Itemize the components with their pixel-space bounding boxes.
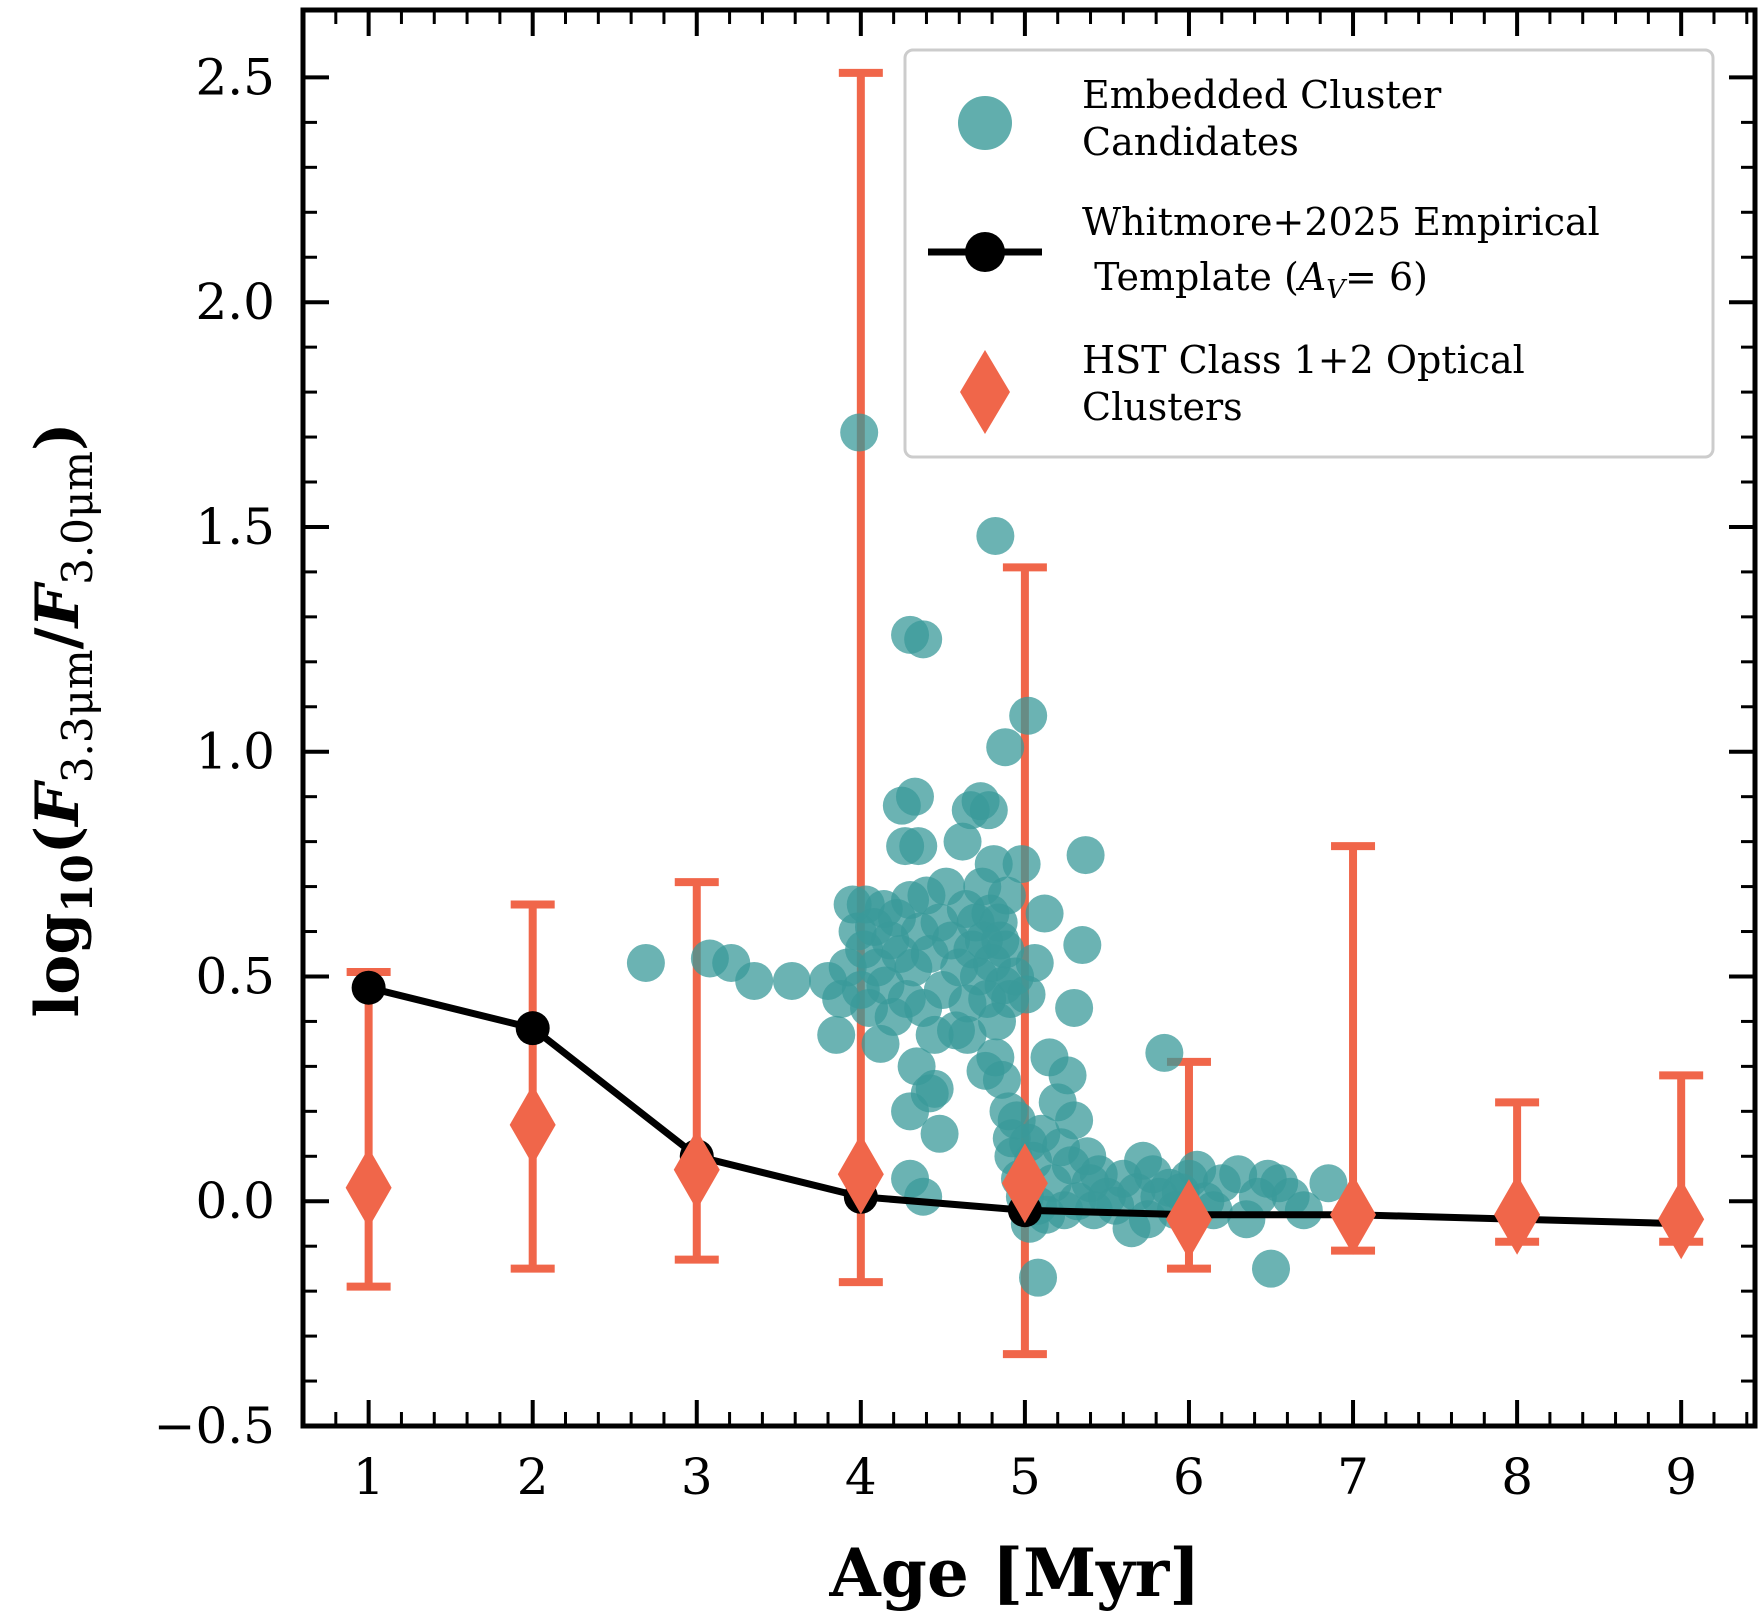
embedded-cluster-point: [1309, 1164, 1348, 1203]
embedded-cluster-point: [1055, 988, 1094, 1027]
y-label-num-base: F: [23, 779, 93, 828]
y-label-log-sub: 10: [53, 854, 102, 912]
legend-box: [903, 48, 1715, 459]
y-tick-label: 0.5: [195, 947, 275, 1005]
embedded-scatter-group: [626, 413, 1348, 1297]
x-tick-label: 6: [1173, 1448, 1205, 1506]
y-label-close-paren: ): [23, 423, 93, 451]
legend-embedded-line2: Candidates: [1082, 120, 1299, 164]
embedded-cluster-point: [1015, 943, 1054, 982]
y-tick-label: 2.5: [195, 48, 275, 106]
embedded-cluster-point: [1025, 894, 1064, 933]
embedded-cluster-point: [1145, 1033, 1184, 1072]
hst-diamond-point: [509, 1084, 556, 1165]
x-axis-label: Age [Myr]: [829, 1534, 1201, 1612]
template-point: [351, 970, 386, 1005]
embedded-cluster-point: [904, 1177, 943, 1216]
embedded-cluster-point: [1252, 1249, 1290, 1288]
hst-diamond-point: [673, 1129, 720, 1210]
embedded-cluster-point: [899, 827, 938, 866]
hst-diamond-point: [1330, 1174, 1377, 1255]
embedded-cluster-point: [1284, 1191, 1323, 1230]
x-tick-label: 9: [1665, 1448, 1697, 1506]
hst-diamond-point: [1494, 1174, 1541, 1255]
embedded-cluster-point: [986, 728, 1025, 767]
svg-text:log10(F3.3μm/F3.0μm): log10(F3.3μm/F3.0μm): [23, 423, 102, 1018]
x-tick-label: 8: [1501, 1448, 1533, 1506]
legend-hst-line1: HST Class 1+2 Optical: [1082, 338, 1525, 382]
embedded-cluster-point: [1007, 975, 1046, 1014]
embedded-cluster-point: [910, 1074, 949, 1113]
y-tick-label: 1.5: [195, 498, 275, 556]
embedded-cluster-point: [1002, 845, 1041, 884]
embedded-cluster-point: [974, 845, 1013, 884]
embedded-cluster-point: [1063, 926, 1102, 965]
embedded-cluster-point: [948, 1015, 987, 1054]
embedded-cluster-point: [1019, 1258, 1058, 1297]
x-tick-label: 1: [353, 1448, 385, 1506]
x-tick-label: 7: [1337, 1448, 1369, 1506]
x-tick-label: 5: [1009, 1448, 1041, 1506]
hst-diamond-point: [345, 1147, 392, 1228]
y-label-den-base: F: [23, 580, 93, 629]
legend-template-av-sub: V: [1326, 275, 1347, 305]
legend-embedded-line1: Embedded Cluster: [1082, 73, 1442, 117]
embedded-cluster-point: [1066, 836, 1105, 875]
legend-template-line1: Whitmore+2025 Empirical: [1082, 200, 1600, 244]
hst-diamond-point: [1001, 1143, 1048, 1224]
plot-frame-group: [300, 7, 1758, 1429]
embedded-cluster-point: [1055, 1101, 1094, 1140]
y-label-num-sub: 3.3μm: [53, 649, 102, 783]
hst-diamond-point: [1165, 1179, 1212, 1260]
legend: Embedded Cluster Candidates Whitmore+202…: [903, 48, 1715, 459]
embedded-cluster-point: [772, 961, 811, 1000]
embedded-cluster-point: [626, 943, 665, 982]
embedded-cluster-point: [982, 1060, 1021, 1099]
plot-frame: [300, 7, 1758, 1429]
axis-ticks-group: [303, 10, 1755, 1428]
y-tick-label: 2.0: [195, 273, 275, 331]
embedded-cluster-point: [987, 876, 1026, 915]
legend-hst-marker: [960, 350, 1010, 434]
embedded-cluster-point: [735, 961, 774, 1000]
embedded-cluster-point: [840, 413, 879, 452]
embedded-cluster-point: [817, 1015, 856, 1054]
embedded-cluster-point: [1048, 1056, 1087, 1095]
legend-template-av-base: A: [1296, 255, 1326, 299]
y-axis-label: log10(F3.3μm/F3.0μm): [23, 423, 102, 1018]
x-tick-label: 4: [845, 1448, 877, 1506]
y-label-open-paren: (: [23, 826, 93, 854]
legend-template-av-rest: = 6): [1345, 255, 1428, 299]
y-label-slash: /: [23, 627, 93, 649]
tick-labels-group: 1 2 3 4 5 6 7 8 9 −0.5 0.0 0.5 1.0 1.5 2.0 2.5: [154, 48, 1697, 1506]
embedded-cluster-point: [920, 1114, 959, 1153]
legend-hst-line2: Clusters: [1082, 385, 1243, 429]
template-point: [515, 1011, 550, 1046]
y-tick-label: −0.5: [154, 1397, 275, 1455]
embedded-cluster-point: [976, 516, 1015, 555]
legend-template-marker: [965, 232, 1005, 272]
x-tick-label: 3: [681, 1448, 713, 1506]
embedded-cluster-point: [895, 777, 934, 816]
embedded-cluster-point: [943, 822, 982, 861]
embedded-cluster-point: [1009, 696, 1048, 735]
hst-diamond-point: [1658, 1179, 1705, 1260]
x-tick-label: 2: [517, 1448, 549, 1506]
legend-template-text: Template (: [1082, 255, 1299, 299]
hst-diamond-point: [837, 1134, 884, 1215]
embedded-cluster-point: [969, 791, 1008, 830]
hst-diamond-group: [345, 1084, 1705, 1260]
legend-embedded-marker: [958, 96, 1012, 150]
y-label-log: log: [23, 913, 93, 1018]
embedded-cluster-point: [904, 620, 943, 659]
legend-template-line2: Template (AV= 6): [1082, 255, 1428, 305]
y-label-den-sub: 3.0μm: [53, 451, 102, 585]
y-tick-label: 0.0: [195, 1172, 275, 1230]
y-tick-label: 1.0: [195, 723, 275, 781]
